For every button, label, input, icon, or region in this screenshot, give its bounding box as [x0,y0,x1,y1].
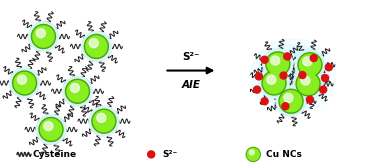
Circle shape [303,57,312,66]
Circle shape [62,76,93,106]
Circle shape [310,55,317,62]
Circle shape [266,52,290,76]
FancyArrowPatch shape [167,68,212,73]
Circle shape [299,72,306,79]
Circle shape [267,75,276,84]
Circle shape [307,96,313,103]
Circle shape [276,86,306,116]
Circle shape [301,76,310,85]
Circle shape [267,53,288,75]
Circle shape [262,71,286,95]
Ellipse shape [251,39,335,114]
Circle shape [81,32,112,61]
Ellipse shape [264,51,322,101]
Circle shape [261,98,268,105]
Circle shape [298,53,322,77]
Circle shape [93,111,115,132]
Ellipse shape [271,57,315,95]
Text: Cu NCs: Cu NCs [266,150,302,159]
Circle shape [284,53,291,60]
Circle shape [325,64,332,71]
Circle shape [293,69,323,99]
Circle shape [36,115,66,144]
Circle shape [36,29,45,38]
Circle shape [40,119,62,140]
Circle shape [89,39,98,48]
Circle shape [92,109,116,133]
Circle shape [279,89,303,113]
Text: S²⁻: S²⁻ [182,52,200,62]
Circle shape [39,118,63,141]
Text: AIE: AIE [181,80,200,89]
Text: Cysteine: Cysteine [32,150,76,159]
Circle shape [263,49,293,79]
Circle shape [297,73,319,94]
Circle shape [320,86,327,93]
Circle shape [254,86,260,93]
Circle shape [249,150,254,155]
Ellipse shape [257,45,329,108]
Circle shape [246,147,260,161]
Circle shape [299,54,321,75]
Circle shape [31,25,56,48]
Circle shape [67,81,88,102]
Circle shape [84,35,108,58]
Circle shape [280,91,302,112]
Circle shape [70,83,79,92]
Circle shape [65,79,90,103]
Circle shape [256,73,262,80]
Circle shape [9,68,40,98]
Circle shape [282,103,289,110]
Circle shape [148,151,155,158]
Circle shape [97,113,106,122]
Circle shape [271,56,280,65]
Circle shape [33,26,54,47]
Circle shape [259,68,289,98]
Circle shape [89,106,119,136]
Circle shape [12,71,37,95]
Circle shape [86,36,107,57]
Circle shape [14,72,35,94]
Circle shape [44,122,53,131]
Circle shape [17,75,26,84]
Circle shape [322,75,328,82]
Circle shape [284,93,293,102]
Circle shape [295,50,325,80]
Circle shape [296,72,320,96]
Circle shape [263,72,285,94]
Circle shape [28,22,59,51]
Circle shape [280,72,287,79]
Circle shape [261,56,268,63]
Text: S²⁻: S²⁻ [163,150,178,159]
Circle shape [247,148,259,160]
